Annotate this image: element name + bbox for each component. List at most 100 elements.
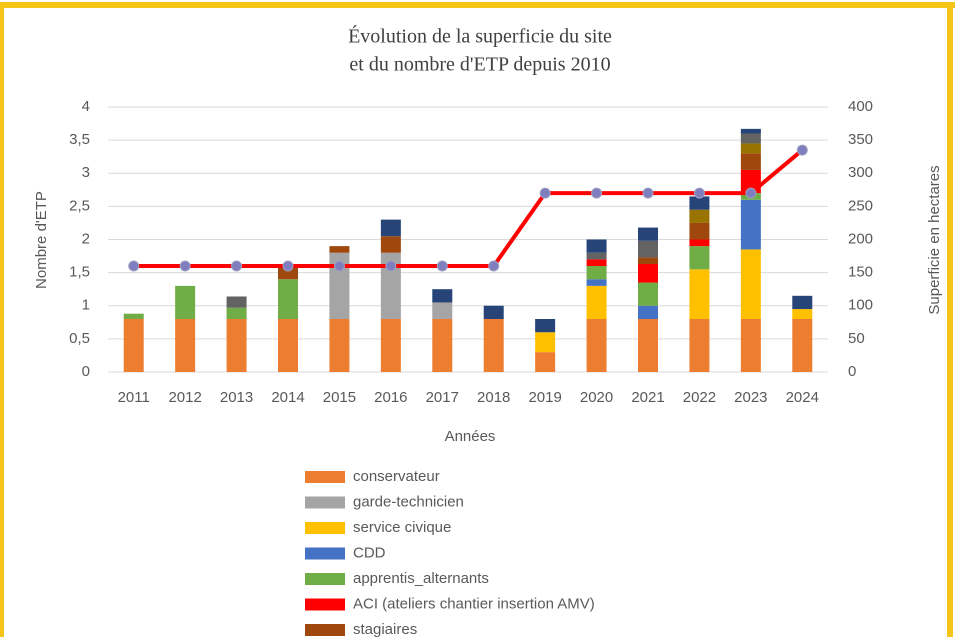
bar-segment <box>329 252 350 319</box>
bar-segment <box>278 279 298 319</box>
bar-segment <box>638 282 658 306</box>
y2-tick-label: 0 <box>848 363 856 380</box>
y2-tick-label: 200 <box>848 230 873 247</box>
x-tick-label: 2011 <box>118 389 150 406</box>
legend-label: apprentis_alternants <box>353 570 489 587</box>
legend-swatch <box>305 522 345 534</box>
bar-segment <box>226 307 247 319</box>
bar-segment <box>380 252 401 319</box>
bar-segment <box>432 319 453 372</box>
y-tick-label: 2 <box>82 230 90 247</box>
bar-segment <box>689 269 710 319</box>
bar-segment <box>535 352 556 372</box>
y-tick-label: 1 <box>82 297 90 314</box>
bar-segment <box>638 305 658 319</box>
bar-segment <box>380 219 401 237</box>
x-tick-label: 2022 <box>683 389 716 406</box>
bar-segment <box>586 239 607 253</box>
bar-segment <box>689 209 710 223</box>
bar-segment <box>123 319 144 372</box>
bar-segment <box>586 319 607 372</box>
bar-segment <box>278 319 298 372</box>
y2-axis-title: Superficie en hectares <box>926 165 943 314</box>
bar-segment <box>586 285 607 319</box>
bar-segment <box>535 332 556 353</box>
x-tick-label: 2019 <box>528 389 561 406</box>
y2-tick-label: 100 <box>848 297 873 314</box>
bar-segment <box>792 309 813 319</box>
x-tick-label: 2021 <box>631 389 664 406</box>
x-tick-label: 2023 <box>734 389 767 406</box>
y2-tick-label: 50 <box>848 330 865 347</box>
x-axis-title: Années <box>445 428 496 445</box>
y2-tick-label: 300 <box>848 164 873 181</box>
bar-segment <box>586 279 607 286</box>
bar-segment <box>380 319 401 372</box>
legend-label: stagiaires <box>353 621 417 637</box>
legend-swatch <box>305 471 345 483</box>
x-tick-label: 2014 <box>271 389 304 406</box>
bar-segment <box>689 246 710 270</box>
line-marker <box>179 260 191 272</box>
bar-segment <box>740 319 761 372</box>
y-tick-label: 0 <box>82 363 90 380</box>
y2-tick-label: 250 <box>848 197 873 214</box>
x-tick-label: 2018 <box>477 389 510 406</box>
legend-swatch <box>305 573 345 585</box>
line-marker <box>231 260 243 272</box>
bar-segment <box>638 240 658 258</box>
line-marker <box>282 260 294 272</box>
y-tick-label: 2,5 <box>69 197 90 214</box>
bar-segment <box>740 133 761 144</box>
bar-segment <box>740 128 761 134</box>
bar-segment <box>638 227 658 241</box>
legend-label: ACI (ateliers chantier insertion AMV) <box>353 595 595 612</box>
legend-label: garde-technicien <box>353 493 464 510</box>
bar-segment <box>689 196 710 210</box>
chart-title: Évolution de la superficie du site <box>348 25 612 48</box>
bar-segment <box>535 319 556 333</box>
x-tick-label: 2017 <box>426 389 459 406</box>
bar-segment <box>638 257 658 265</box>
bar-segment <box>432 302 453 319</box>
y-tick-label: 3 <box>82 164 90 181</box>
bar-segment <box>329 246 350 253</box>
bar-segment <box>175 319 196 372</box>
bar-segment <box>226 296 247 308</box>
bar-segment <box>123 313 144 319</box>
x-tick-label: 2012 <box>168 389 201 406</box>
legend-swatch <box>305 624 345 636</box>
y-tick-label: 0,5 <box>69 330 90 347</box>
line-marker <box>333 260 345 272</box>
x-tick-label: 2020 <box>580 389 613 406</box>
bar-segment <box>740 143 761 154</box>
bar-segment <box>483 319 504 372</box>
bar-segment <box>792 319 813 372</box>
line-marker <box>128 260 140 272</box>
legend-label: conservateur <box>353 468 440 485</box>
x-tick-label: 2015 <box>323 389 356 406</box>
y2-tick-label: 350 <box>848 131 873 148</box>
legend-label: CDD <box>353 544 386 561</box>
y2-tick-label: 400 <box>848 98 873 115</box>
x-tick-label: 2013 <box>220 389 253 406</box>
bar-segment <box>586 266 607 280</box>
legend-swatch <box>305 598 345 611</box>
y-tick-label: 4 <box>82 98 90 115</box>
chart-title: et du nombre d'ETP depuis 2010 <box>349 54 610 76</box>
bar-segment <box>380 236 401 253</box>
y-axis-title: Nombre d'ETP <box>33 191 50 289</box>
line-marker <box>436 260 448 272</box>
x-tick-label: 2016 <box>374 389 407 406</box>
bar-segment <box>689 319 710 372</box>
line-marker <box>796 144 808 156</box>
bar-segment <box>638 319 658 372</box>
bar-segment <box>586 252 607 260</box>
legend-swatch <box>305 496 345 509</box>
y-tick-label: 3,5 <box>69 131 90 148</box>
legend-label: service civique <box>353 519 451 536</box>
bar-segment <box>689 222 710 240</box>
line-marker <box>488 260 500 272</box>
x-tick-label: 2024 <box>786 389 819 406</box>
bar-segment <box>586 259 607 266</box>
